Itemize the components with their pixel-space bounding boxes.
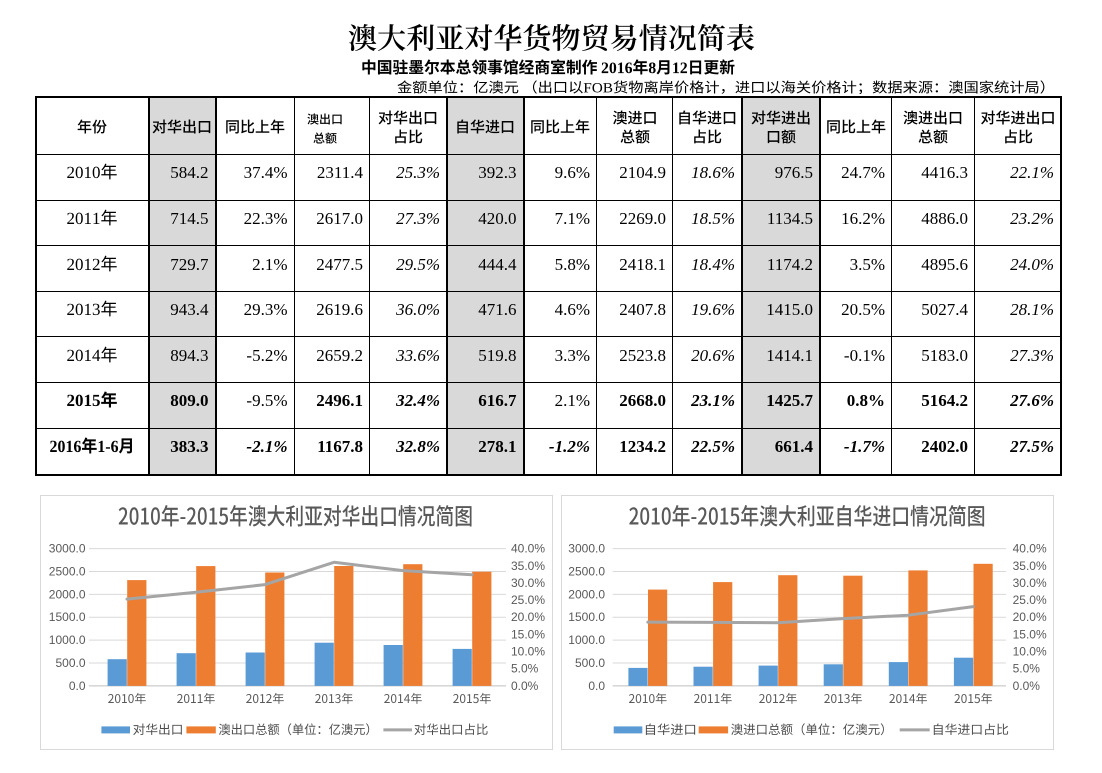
- svg-text:2000.0: 2000.0: [49, 587, 86, 601]
- svg-text:1000.0: 1000.0: [49, 633, 86, 647]
- svg-text:3000.0: 3000.0: [568, 542, 605, 556]
- svg-text:0.0: 0.0: [69, 679, 86, 693]
- svg-text:500.0: 500.0: [575, 656, 605, 670]
- svg-text:1500.0: 1500.0: [49, 610, 86, 624]
- svg-text:1500.0: 1500.0: [568, 610, 605, 624]
- svg-text:35.0%: 35.0%: [511, 559, 545, 573]
- svg-text:5.0%: 5.0%: [1013, 662, 1041, 676]
- svg-text:2000.0: 2000.0: [568, 587, 605, 601]
- svg-text:0.0: 0.0: [588, 679, 605, 693]
- svg-text:20.0%: 20.0%: [511, 610, 545, 624]
- svg-text:15.0%: 15.0%: [1013, 627, 1047, 641]
- svg-text:15.0%: 15.0%: [511, 627, 545, 641]
- svg-text:25.0%: 25.0%: [511, 593, 545, 607]
- svg-text:0.0%: 0.0%: [511, 679, 539, 693]
- svg-text:3000.0: 3000.0: [49, 542, 86, 556]
- svg-text:25.0%: 25.0%: [1013, 593, 1047, 607]
- svg-text:30.0%: 30.0%: [1013, 576, 1047, 590]
- svg-text:35.0%: 35.0%: [1013, 559, 1047, 573]
- svg-text:2500.0: 2500.0: [568, 565, 605, 579]
- svg-text:2500.0: 2500.0: [49, 565, 86, 579]
- svg-text:40.0%: 40.0%: [1013, 542, 1047, 556]
- svg-text:10.0%: 10.0%: [511, 645, 545, 659]
- svg-text:5.0%: 5.0%: [511, 662, 539, 676]
- svg-text:40.0%: 40.0%: [511, 542, 545, 556]
- svg-text:30.0%: 30.0%: [511, 576, 545, 590]
- svg-text:0.0%: 0.0%: [1013, 679, 1041, 693]
- svg-text:10.0%: 10.0%: [1013, 645, 1047, 659]
- svg-text:500.0: 500.0: [55, 656, 85, 670]
- svg-text:1000.0: 1000.0: [568, 633, 605, 647]
- svg-text:20.0%: 20.0%: [1013, 610, 1047, 624]
